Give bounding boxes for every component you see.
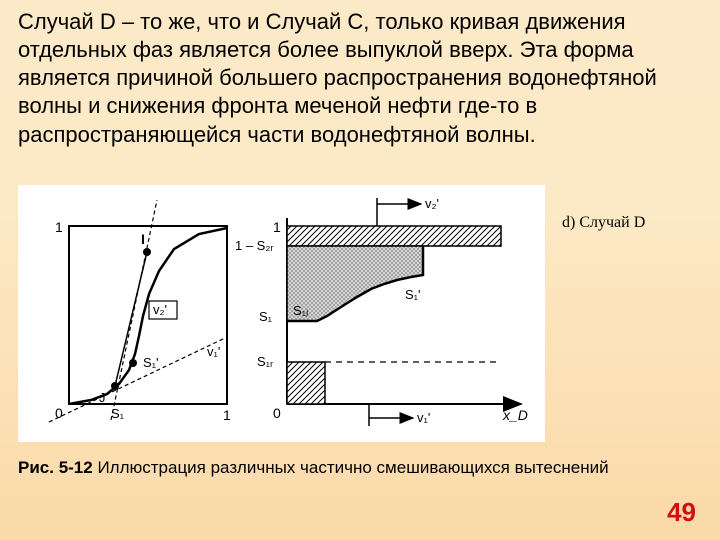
- svg-text:1: 1: [223, 407, 231, 423]
- svg-text:v₂': v₂': [425, 196, 439, 211]
- paragraph: Случай D – то же, что и Случай С, только…: [18, 8, 708, 149]
- svg-text:S₁: S₁: [111, 406, 125, 421]
- svg-text:J: J: [99, 390, 106, 405]
- right-plot: 0 1 x_D v₂' v₁' 1 – S₂ᵣ S₁ S₁ⱼ S₁' S₁ᵣ: [235, 196, 528, 426]
- svg-text:S₁': S₁': [143, 355, 159, 370]
- svg-text:S₁': S₁': [405, 287, 421, 302]
- svg-text:1: 1: [273, 219, 281, 235]
- svg-text:I: I: [141, 231, 145, 247]
- figure-5-12: 0 1 1 v₂' v₁' I S₁' J S₁ 0 1 x_D v₂': [18, 185, 545, 442]
- svg-text:0: 0: [273, 405, 281, 421]
- svg-text:1 – S₂ᵣ: 1 – S₂ᵣ: [235, 238, 274, 253]
- svg-text:v₁': v₁': [417, 410, 430, 425]
- svg-text:S₁ᵣ: S₁ᵣ: [257, 354, 273, 369]
- left-plot: 0 1 1 v₂' v₁' I S₁' J S₁: [49, 200, 231, 423]
- page-number: 49: [667, 497, 696, 528]
- figure-caption: Рис. 5-12 Иллюстрация различных частично…: [18, 458, 708, 478]
- figure-caption-bold: Рис. 5-12: [18, 458, 93, 477]
- svg-text:v₁': v₁': [207, 344, 220, 359]
- figure-caption-text: Иллюстрация различных частично смешивающ…: [93, 458, 609, 477]
- svg-text:S₁: S₁: [259, 309, 273, 324]
- svg-text:1: 1: [55, 219, 63, 235]
- svg-text:x_D: x_D: [502, 407, 528, 423]
- svg-text:S₁ⱼ: S₁ⱼ: [293, 303, 308, 318]
- caption-d: d) Случай D: [562, 214, 645, 232]
- svg-text:v₂': v₂': [153, 302, 167, 317]
